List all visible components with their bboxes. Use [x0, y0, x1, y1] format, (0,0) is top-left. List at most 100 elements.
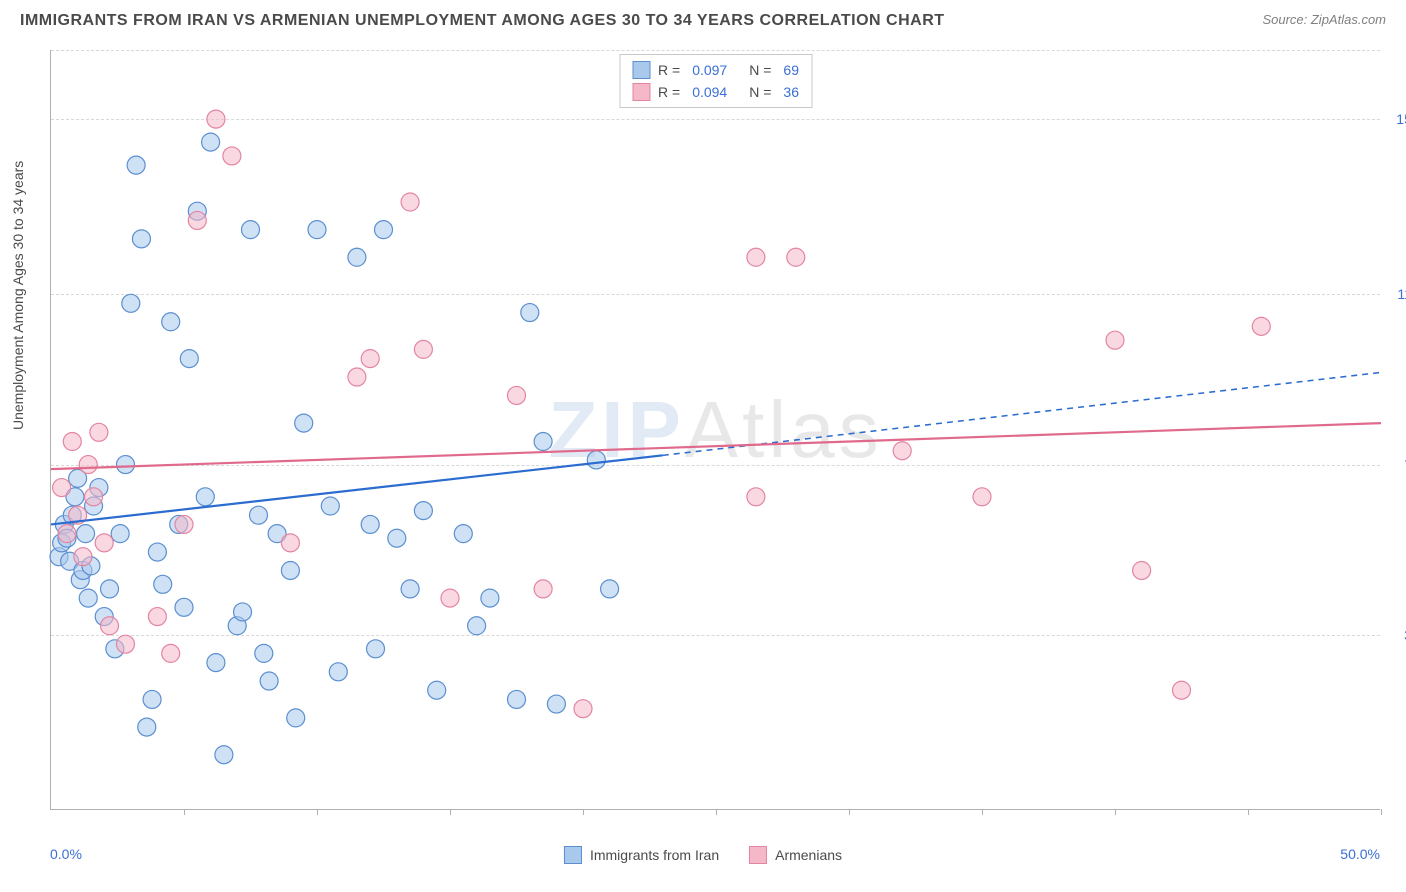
data-point	[281, 561, 299, 579]
data-point	[95, 534, 113, 552]
data-point	[249, 506, 267, 524]
trend-line	[51, 423, 1381, 469]
data-point	[287, 709, 305, 727]
data-point	[175, 598, 193, 616]
data-point	[74, 548, 92, 566]
stat-n-label: N =	[749, 62, 771, 78]
data-point	[281, 534, 299, 552]
bottom-legend: Immigrants from Iran Armenians	[564, 846, 842, 864]
data-point	[101, 617, 119, 635]
x-tick	[450, 809, 451, 815]
data-point	[508, 386, 526, 404]
data-point	[547, 695, 565, 713]
data-point	[401, 193, 419, 211]
plot-area: ZIPAtlas 3.8%7.5%11.2%15.0% R =0.097N =6…	[50, 50, 1380, 810]
legend-swatch	[632, 83, 650, 101]
data-point	[295, 414, 313, 432]
data-point	[260, 672, 278, 690]
data-point	[747, 248, 765, 266]
data-point	[111, 525, 129, 543]
x-tick	[1248, 809, 1249, 815]
legend-swatch	[749, 846, 767, 864]
data-point	[116, 635, 134, 653]
legend-swatch	[632, 61, 650, 79]
data-point	[348, 248, 366, 266]
chart-title: IMMIGRANTS FROM IRAN VS ARMENIAN UNEMPLO…	[20, 12, 945, 30]
data-point	[973, 488, 991, 506]
data-point	[601, 580, 619, 598]
data-point	[215, 746, 233, 764]
data-point	[58, 525, 76, 543]
stats-legend-row: R =0.097N =69	[632, 59, 799, 81]
data-point	[77, 525, 95, 543]
chart-header: IMMIGRANTS FROM IRAN VS ARMENIAN UNEMPLO…	[0, 0, 1406, 50]
data-point	[454, 525, 472, 543]
data-point	[63, 433, 81, 451]
data-point	[148, 608, 166, 626]
data-point	[207, 110, 225, 128]
data-point	[1173, 681, 1191, 699]
data-point	[388, 529, 406, 547]
data-point	[162, 313, 180, 331]
data-point	[375, 221, 393, 239]
data-point	[79, 589, 97, 607]
data-point	[508, 690, 526, 708]
data-point	[587, 451, 605, 469]
data-point	[787, 248, 805, 266]
y-tick-label: 15.0%	[1396, 111, 1406, 127]
data-point	[321, 497, 339, 515]
data-point	[188, 211, 206, 229]
stats-legend-row: R =0.094N =36	[632, 81, 799, 103]
data-point	[53, 479, 71, 497]
data-point	[138, 718, 156, 736]
data-point	[255, 644, 273, 662]
x-tick	[716, 809, 717, 815]
y-tick-label: 11.2%	[1397, 286, 1406, 302]
data-point	[162, 644, 180, 662]
data-point	[468, 617, 486, 635]
data-point	[308, 221, 326, 239]
data-point	[196, 488, 214, 506]
data-point	[329, 663, 347, 681]
data-point	[521, 304, 539, 322]
data-point	[534, 580, 552, 598]
scatter-svg	[51, 50, 1380, 809]
data-point	[428, 681, 446, 699]
data-point	[122, 294, 140, 312]
data-point	[154, 575, 172, 593]
data-point	[534, 433, 552, 451]
legend-label: Immigrants from Iran	[590, 847, 719, 863]
data-point	[414, 502, 432, 520]
data-point	[361, 350, 379, 368]
x-axis-min-label: 0.0%	[50, 846, 82, 862]
trend-line-extrapolated	[663, 372, 1381, 455]
legend-swatch	[564, 846, 582, 864]
stat-n-value: 69	[783, 62, 799, 78]
data-point	[747, 488, 765, 506]
x-tick	[849, 809, 850, 815]
data-point	[234, 603, 252, 621]
data-point	[481, 589, 499, 607]
data-point	[101, 580, 119, 598]
data-point	[1252, 317, 1270, 335]
x-axis-max-label: 50.0%	[1340, 846, 1380, 862]
data-point	[361, 515, 379, 533]
data-point	[367, 640, 385, 658]
data-point	[441, 589, 459, 607]
data-point	[401, 580, 419, 598]
x-tick	[184, 809, 185, 815]
chart-source: Source: ZipAtlas.com	[1262, 12, 1386, 27]
stat-r-value: 0.094	[692, 84, 727, 100]
data-point	[79, 456, 97, 474]
stats-legend: R =0.097N =69R =0.094N =36	[619, 54, 812, 108]
data-point	[90, 423, 108, 441]
legend-label: Armenians	[775, 847, 842, 863]
data-point	[175, 515, 193, 533]
stat-r-label: R =	[658, 62, 680, 78]
data-point	[893, 442, 911, 460]
data-point	[132, 230, 150, 248]
data-point	[414, 340, 432, 358]
data-point	[223, 147, 241, 165]
x-tick	[583, 809, 584, 815]
data-point	[143, 690, 161, 708]
